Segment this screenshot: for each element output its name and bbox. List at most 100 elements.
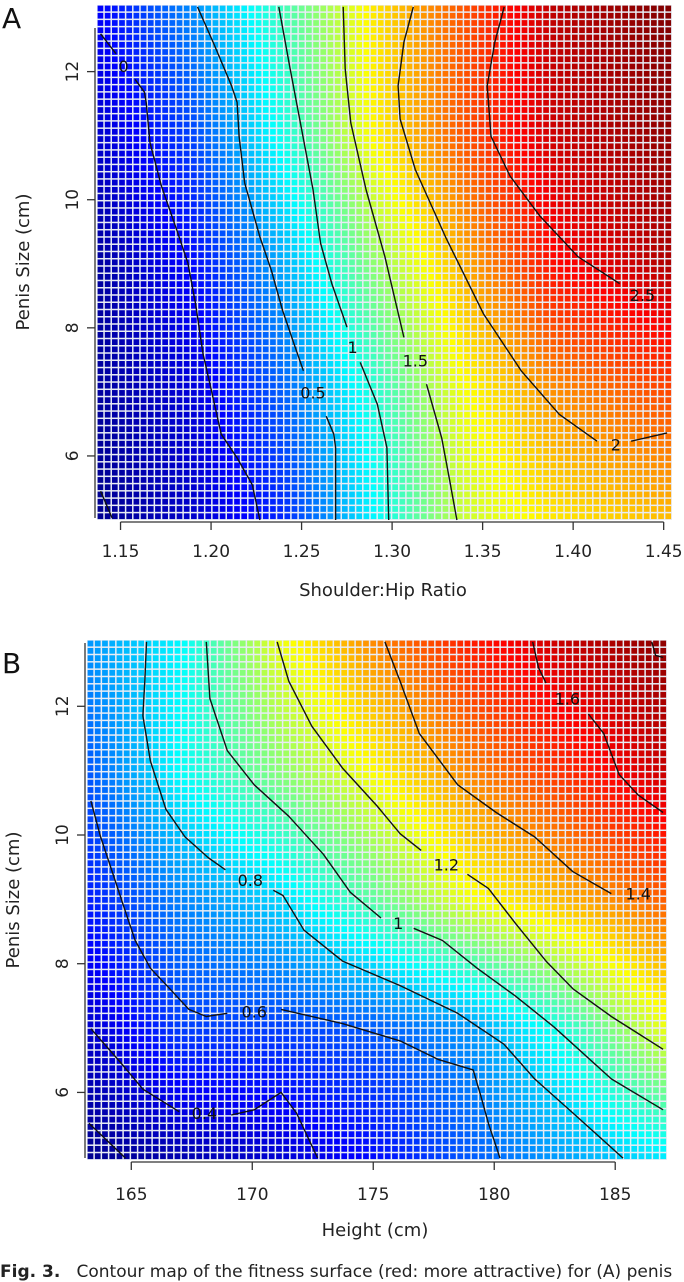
heatmap-cell [507,223,513,229]
heatmap-cell [313,404,319,411]
heatmap-cell [270,404,276,411]
heatmap-cell [557,223,564,229]
heatmap-cell [622,382,628,389]
heatmap-cell [298,433,305,440]
heatmap-cell [658,440,664,447]
heatmap-cell [464,201,470,208]
heatmap-cell [421,368,427,375]
heatmap-cell [399,143,406,150]
heatmap-cell [536,165,542,171]
heatmap-cell [658,172,664,179]
heatmap-cell [651,41,657,48]
heatmap-cell [219,121,226,128]
heatmap-cell [313,266,319,273]
heatmap-cell [607,324,614,331]
heatmap-cell [636,433,643,440]
heatmap-cell [385,70,391,77]
heatmap-cell [370,230,377,237]
heatmap-cell [406,34,413,41]
heatmap-cell [399,411,406,418]
heatmap-cell [277,266,283,273]
heatmap-cell [234,382,240,389]
heatmap-cell [435,382,442,389]
heatmap-cell [219,448,226,454]
heatmap-cell [255,390,262,396]
heatmap-cell [478,56,485,63]
heatmap-cell [579,208,585,215]
heatmap-cell [147,99,154,106]
heatmap-cell [615,426,621,433]
heatmap-cell [291,259,298,266]
heatmap-cell [262,339,269,346]
heatmap-cell [500,317,506,324]
heatmap-cell [442,288,449,295]
heatmap-cell [155,448,161,454]
heatmap-cell [277,223,283,229]
heatmap-cell [255,186,262,193]
heatmap-cell [643,440,650,447]
heatmap-cell [133,12,140,19]
heatmap-cell [176,295,183,302]
heatmap-cell [456,266,463,273]
heatmap-cell [234,397,240,404]
heatmap-cell [183,223,190,229]
heatmap-cell [521,273,528,280]
heatmap-cell [456,230,463,237]
heatmap-cell [471,273,478,280]
heatmap-cell [543,230,549,237]
heatmap-cell [579,128,585,135]
heatmap-cell [507,157,513,164]
heatmap-cell [306,172,312,179]
heatmap-cell [514,324,521,331]
heatmap-cell [514,223,521,229]
heatmap-cell [421,426,427,433]
heatmap-cell [241,411,248,418]
heatmap-cell [464,317,470,324]
heatmap-cell [155,128,161,135]
heatmap-cell [385,114,391,121]
heatmap-cell [97,368,104,375]
heatmap-cell [629,92,636,99]
heatmap-cell [636,288,643,295]
heatmap-cell [500,302,506,309]
heatmap-cell [363,5,370,12]
heatmap-cell [464,295,470,302]
heatmap-cell [406,346,413,353]
heatmap-cell [327,310,334,316]
heatmap-cell [270,179,276,186]
heatmap-cell [557,440,564,447]
heatmap-cell [270,136,276,142]
heatmap-cell [658,78,664,84]
heatmap-cell [313,27,319,34]
heatmap-cell [284,382,291,389]
heatmap-cell [155,186,161,193]
heatmap-cell [399,230,406,237]
heatmap-cell [111,419,118,425]
heatmap-cell [356,41,363,48]
heatmap-cell [428,375,434,382]
heatmap-cell [377,281,384,287]
heatmap-cell [349,397,355,404]
heatmap-cell [521,27,528,34]
heatmap-cell [341,128,348,135]
heatmap-cell [507,114,513,121]
heatmap-cell [665,244,672,251]
heatmap-cell [665,114,672,121]
heatmap-cell [557,368,564,375]
heatmap-cell [571,404,578,411]
heatmap-cell [104,375,111,382]
heatmap-cell [435,12,442,19]
heatmap-cell [543,121,549,128]
heatmap-cell [571,419,578,425]
heatmap-cell [579,136,585,142]
heatmap-cell [111,353,118,360]
heatmap-cell [205,230,212,237]
heatmap-cell [557,397,564,404]
heatmap-cell [277,273,283,280]
heatmap-cell [334,375,341,382]
heatmap-cell [140,375,147,382]
heatmap-cell [255,346,262,353]
heatmap-cell [456,114,463,121]
heatmap-cell [514,186,521,193]
heatmap-cell [521,252,528,258]
